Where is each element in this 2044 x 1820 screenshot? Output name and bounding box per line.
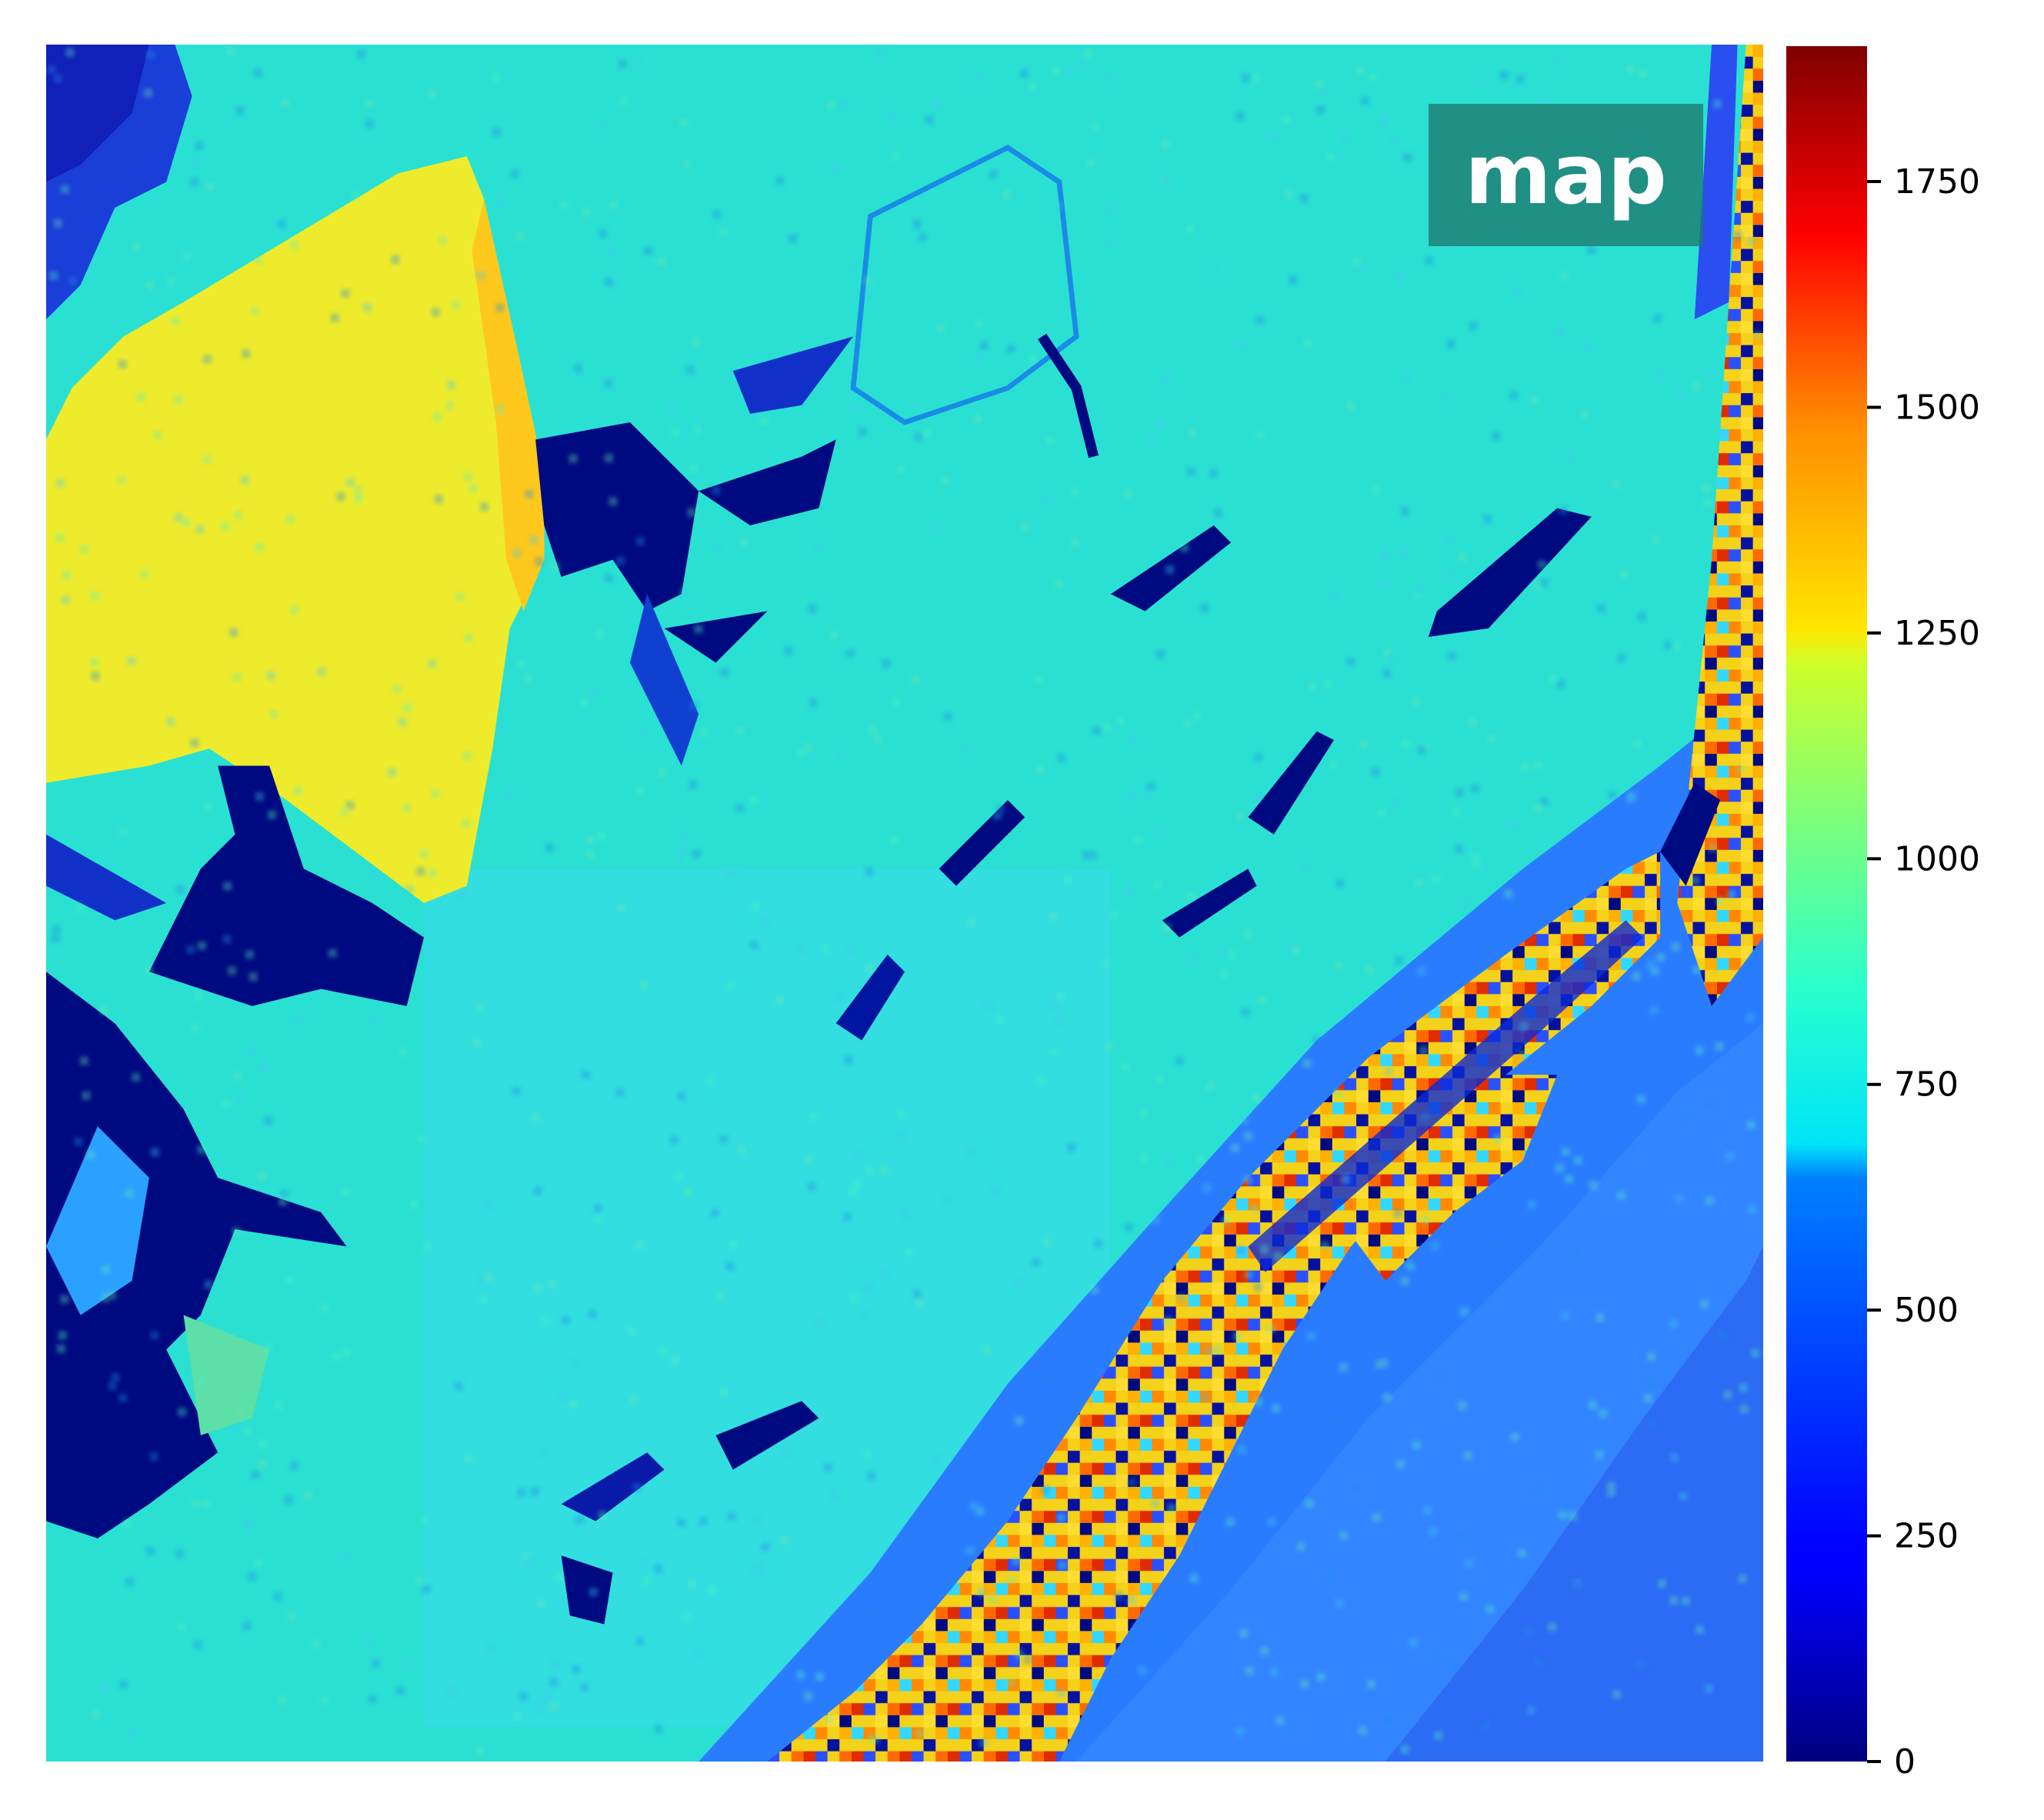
colorbar-tick-label: 500: [1894, 1291, 1959, 1330]
colorbar-tick-label: 250: [1894, 1517, 1959, 1556]
heatmap-plot: [46, 45, 1763, 1762]
colorbar-gradient: [1786, 46, 1867, 1762]
speckled-band: [767, 852, 1661, 1762]
colorbar-tick-label: 750: [1894, 1065, 1959, 1105]
colorbar-tick-label: 1500: [1894, 388, 1980, 427]
colorbar-ticks: 0 250 500 750 1000 1250 1500 1750: [1867, 162, 1980, 1782]
colorbar-tick-label: 1250: [1894, 614, 1980, 653]
colorbar-tick-label: 1000: [1894, 839, 1980, 878]
yellow-blob: [46, 156, 545, 903]
colorbar: 0 250 500 750 1000 1250 1500 1750: [1786, 46, 1980, 1782]
colorbar-tick-label: 1750: [1894, 162, 1980, 202]
colorbar-tick-label: 0: [1894, 1742, 1916, 1782]
plot-title: map: [1429, 104, 1703, 246]
dark-patch-blob-edge: [535, 422, 699, 612]
noise-layer: [47, 47, 1762, 1755]
